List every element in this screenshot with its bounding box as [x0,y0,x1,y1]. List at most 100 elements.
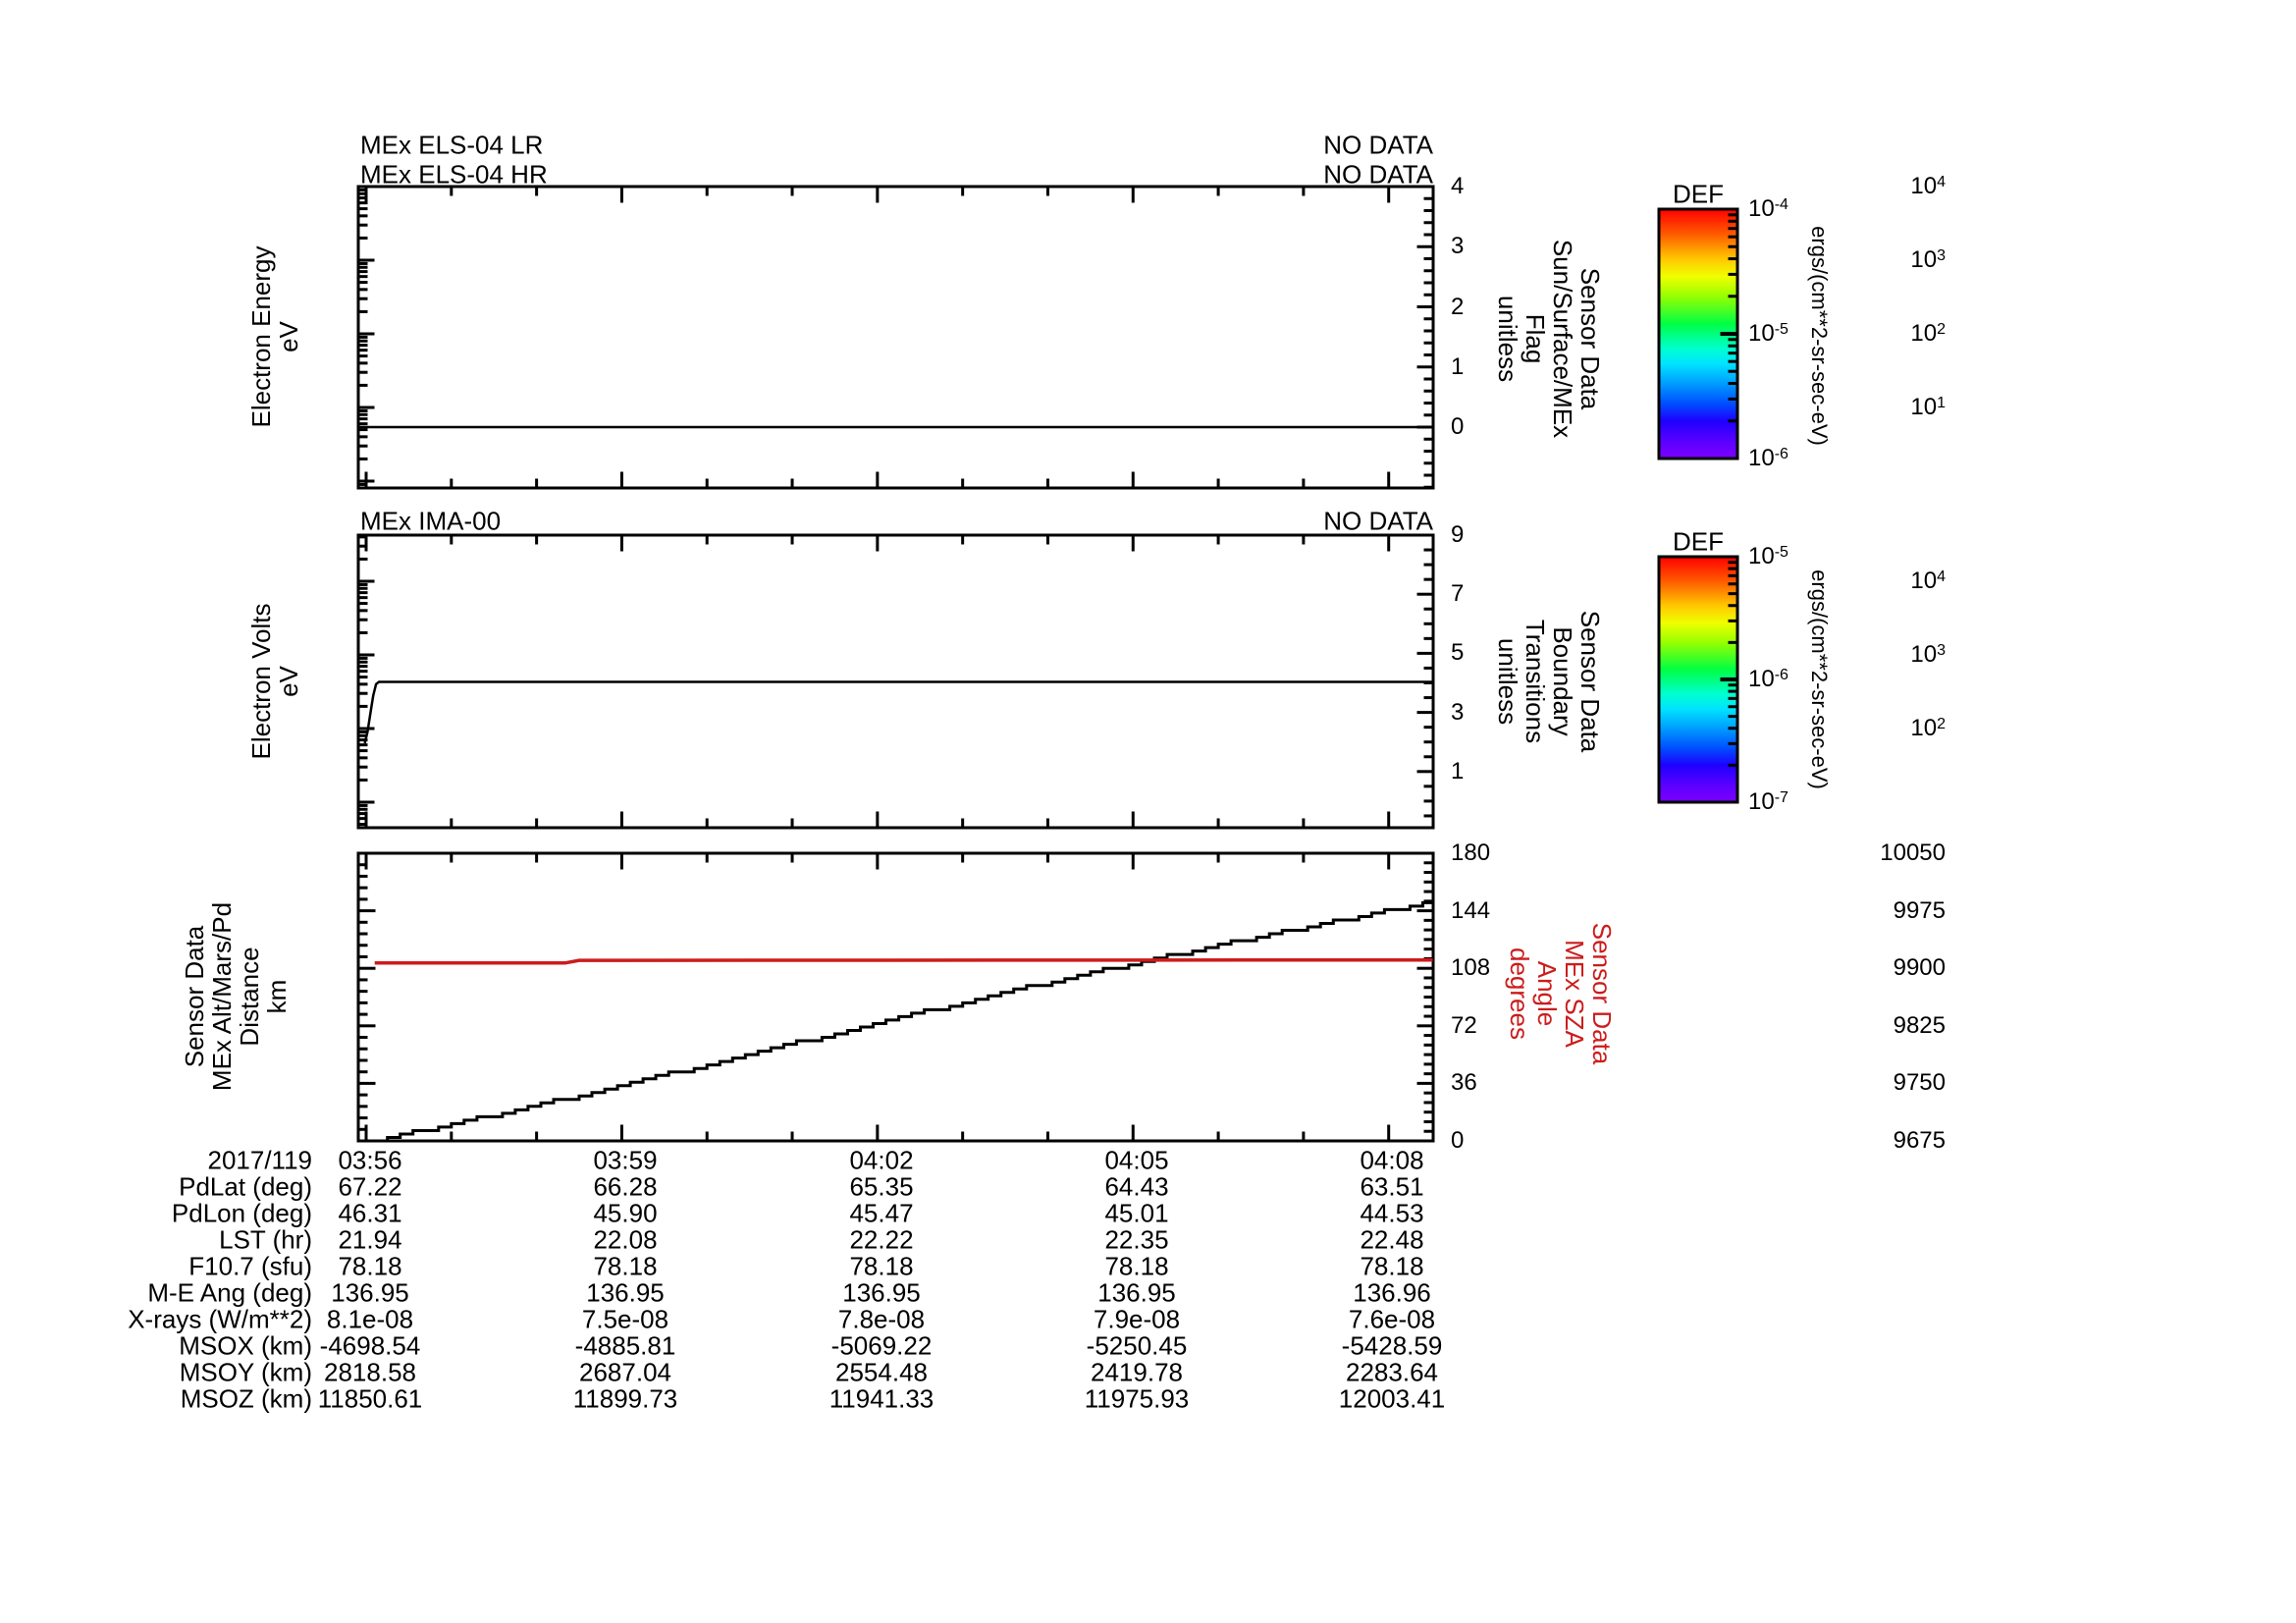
right-axis-tick-label: 108 [1451,954,1491,982]
table-row-label: MSOY (km) [179,1357,312,1387]
table-time-header: 03:56 [338,1145,402,1175]
left-axis-tick-label: 102 [1910,715,1946,741]
exponent: 2 [1937,321,1946,338]
panel2-no-data: NO DATA [1323,506,1433,536]
table-cell: 136.95 [586,1277,665,1308]
colorbar2-title: DEF [1673,526,1724,557]
left-axis-tick-label: 9825 [1893,1011,1946,1039]
table-cell: 11850.61 [317,1383,423,1414]
table-cell: 136.95 [331,1277,409,1308]
left-axis-tick-label: 9750 [1893,1069,1946,1097]
panel2-title: MEx IMA-00 [360,506,502,536]
table-cell: 2283.64 [1346,1357,1438,1387]
right-axis-tick-label: 3 [1451,698,1465,726]
left-axis-tick-label: 103 [1910,246,1946,273]
table-cell: 63.51 [1360,1171,1424,1202]
table-cell: 22.22 [849,1224,914,1255]
table-cell: 78.18 [1360,1251,1424,1281]
panel1-no-data-lr: NO DATA [1323,130,1433,160]
table-cell: 7.5e-08 [581,1304,669,1334]
table-time-header: 04:08 [1360,1145,1424,1175]
table-row-label: PdLat (deg) [179,1171,312,1202]
colorbar-scale-label: 10-6 [1748,445,1789,471]
table-cell: 78.18 [1104,1251,1169,1281]
table-cell: -5250.45 [1086,1330,1188,1361]
table-cell: 45.01 [1104,1198,1169,1228]
right-axis-tick-label: 5 [1451,639,1465,667]
colorbar1-title: DEF [1673,179,1724,209]
table-cell: 64.43 [1104,1171,1169,1202]
right-axis-tick-label: 144 [1451,896,1491,924]
table-row-label: LST (hr) [219,1224,312,1255]
table-cell: 22.35 [1104,1224,1169,1255]
left-axis-tick-label: 10050 [1880,839,1946,866]
table-cell: 7.9e-08 [1093,1304,1181,1334]
table-row-label: PdLon (deg) [171,1198,312,1228]
table-row-label: MSOX (km) [179,1330,312,1361]
table-cell: 78.18 [338,1251,402,1281]
table-cell: 11899.73 [572,1383,678,1414]
table-cell: 2554.48 [835,1357,928,1387]
left-axis-tick-label: 104 [1910,568,1946,594]
exponent: -4 [1774,196,1789,213]
table-cell: 136.95 [842,1277,921,1308]
exponent: 1 [1937,395,1946,411]
left-axis-tick-label: 9900 [1893,954,1946,982]
colorbar1-unit-label: ergs/(cm**2-sr-sec-eV) [1807,226,1832,446]
colorbar-scale-label: 10-7 [1748,788,1789,815]
exponent: 2 [1937,716,1946,732]
table-cell: 8.1e-08 [326,1304,414,1334]
table-cell: 45.47 [849,1198,914,1228]
exponent: 3 [1937,642,1946,659]
x-axis-date-label: 2017/119 [207,1145,312,1175]
exponent: -6 [1774,446,1789,462]
exponent: -5 [1774,544,1789,561]
plot-box-1 [356,185,1435,490]
table-cell: 12003.41 [1338,1383,1446,1414]
table-cell: 65.35 [849,1171,914,1202]
exponent: 4 [1937,174,1946,190]
panel1-no-data-hr: NO DATA [1323,159,1433,189]
right-axis-tick-label: 3 [1451,233,1465,260]
right-axis-tick-label: 2 [1451,293,1465,320]
colorbar-scale-label: 10-6 [1748,666,1789,692]
right-axis-tick-label: 1 [1451,757,1465,784]
panel3-left-axis-label: Sensor Data MEx Alt/Mars/Pd Distance km [180,901,292,1092]
left-axis-tick-label: 9675 [1893,1127,1946,1154]
colorbar-scale-label: 10-5 [1748,543,1789,569]
panel1-title-hr: MEx ELS-04 HR [360,159,548,189]
mex-altitude-line [374,900,1433,1143]
table-cell: 46.31 [338,1198,402,1228]
panel1-title-lr: MEx ELS-04 LR [360,130,544,160]
left-axis-tick-label: 9975 [1893,896,1946,924]
table-row-label: F10.7 (sfu) [188,1251,312,1281]
colorbar-border-2 [1657,555,1739,804]
table-cell: -4698.54 [319,1330,421,1361]
colorbar2-unit-label: ergs/(cm**2-sr-sec-eV) [1807,569,1832,789]
right-axis-tick-label: 0 [1451,1127,1465,1154]
ima-energy-line [363,680,1434,744]
right-axis-tick-label: 1 [1451,352,1465,380]
left-axis-tick-label: 101 [1910,394,1946,420]
panel1-right-axis-label: Sensor Data Sun/Surface/MEx Flag unitles… [1493,239,1605,439]
table-cell: 2818.58 [324,1357,416,1387]
table-cell: 44.53 [1360,1198,1424,1228]
table-row-label: MSOZ (km) [180,1383,312,1414]
plot-box-3 [356,851,1435,1143]
table-cell: 11975.93 [1084,1383,1190,1414]
table-time-header: 04:02 [849,1145,914,1175]
left-axis-tick-label: 103 [1910,641,1946,668]
table-cell: 66.28 [593,1171,658,1202]
table-row-label: X-rays (W/m**2) [128,1304,312,1334]
table-cell: 7.6e-08 [1348,1304,1436,1334]
table-cell: 21.94 [338,1224,402,1255]
panel2-right-axis-label: Sensor Data Boundary Transitions unitles… [1493,610,1605,753]
table-cell: -5069.22 [830,1330,933,1361]
right-axis-tick-label: 7 [1451,580,1465,608]
table-row-label: M-E Ang (deg) [147,1277,312,1308]
right-axis-tick-label: 180 [1451,839,1491,866]
colorbar-scale-label: 10-4 [1748,195,1789,222]
table-cell: -4885.81 [574,1330,676,1361]
